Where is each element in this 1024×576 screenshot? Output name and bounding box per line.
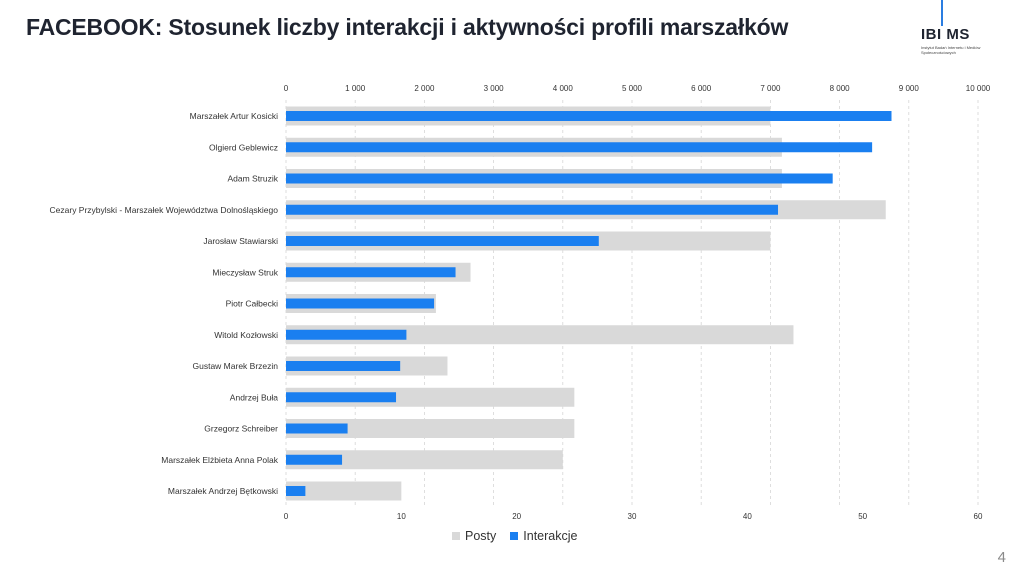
category-label: Piotr Całbecki (226, 299, 279, 309)
bar-posts (286, 450, 563, 470)
bar-interactions (286, 392, 397, 403)
bar-interactions (286, 111, 892, 121)
bottom-axis-tick-label: 10 (397, 512, 406, 521)
legend-swatch-posts (452, 532, 460, 540)
category-label: Adam Struzik (227, 174, 278, 184)
ibims-logo: IBI MS Instytut Badań Internetu i Mediów… (921, 0, 1001, 66)
top-axis-tick-label: 0 (284, 84, 289, 93)
bar-interactions (286, 267, 456, 278)
bar-interactions (286, 298, 435, 309)
category-label: Olgierd Geblewicz (209, 142, 278, 152)
bar-interactions (286, 142, 873, 153)
bar-interactions (286, 204, 779, 215)
category-label: Gustaw Marek Brzezin (193, 361, 279, 371)
legend-swatch-interactions (510, 532, 519, 540)
legend-label-interactions: Interakcje (523, 529, 578, 543)
page-number: 4 (997, 549, 1006, 566)
bottom-axis-tick-label: 0 (284, 512, 289, 521)
legend-item-interactions: Interakcje (510, 529, 577, 543)
category-label: Witold Kozłowski (214, 330, 278, 340)
legend-item-posts: Posty (452, 529, 496, 543)
category-label: Marszałek Andrzej Bętkowski (168, 486, 278, 496)
top-axis-tick-label: 5 000 (622, 84, 643, 93)
chart-legend: Posty Interakcje (452, 529, 577, 543)
bottom-axis-tick-label: 20 (512, 512, 521, 521)
top-axis-tick-label: 10 000 (966, 84, 991, 93)
top-axis-tick-label: 3 000 (484, 84, 505, 93)
top-axis-tick-label: 2 000 (414, 84, 435, 93)
bottom-axis-tick-label: 30 (628, 512, 637, 521)
top-axis-tick-label: 6 000 (691, 84, 712, 93)
bar-interactions (286, 236, 599, 246)
bar-posts (286, 419, 575, 438)
category-label: Marszałek Artur Kosicki (190, 111, 278, 121)
top-axis-tick-label: 4 000 (553, 84, 574, 93)
category-label: Andrzej Buła (230, 392, 278, 402)
top-axis-tick-label: 8 000 (830, 84, 851, 93)
category-label: Marszałek Elżbieta Anna Polak (161, 455, 278, 465)
category-label: Mieczysław Struk (212, 267, 278, 277)
bar-posts (286, 325, 794, 345)
top-axis-tick-label: 7 000 (760, 84, 781, 93)
bar-interactions (286, 329, 407, 340)
bottom-axis-tick-label: 50 (858, 512, 867, 521)
legend-label-posts: Posty (465, 529, 497, 543)
bar-interactions (286, 454, 343, 465)
logo-text: IBI MS (921, 26, 970, 43)
logo-subtitle: Instytut Badań Internetu i Mediów Społec… (921, 45, 981, 55)
bar-interactions (286, 486, 306, 496)
bottom-axis-tick-label: 60 (974, 512, 983, 521)
bottom-axis-tick-label: 40 (743, 512, 752, 521)
page-title: FACEBOOK: Stosunek liczby interakcji i a… (26, 14, 789, 40)
top-axis-tick-label: 9 000 (899, 84, 920, 93)
top-axis-tick-label: 1 000 (345, 84, 366, 93)
bar-posts (286, 481, 402, 501)
bar-interactions (286, 173, 833, 184)
bar-interactions (286, 361, 401, 371)
category-label: Cezary Przybylski - Marszałek Województw… (50, 205, 279, 215)
bar-interactions (286, 423, 348, 434)
logo-accent-line (941, 0, 943, 26)
category-label: Grzegorz Schreiber (204, 424, 278, 434)
category-label: Jarosław Stawiarski (203, 236, 278, 246)
